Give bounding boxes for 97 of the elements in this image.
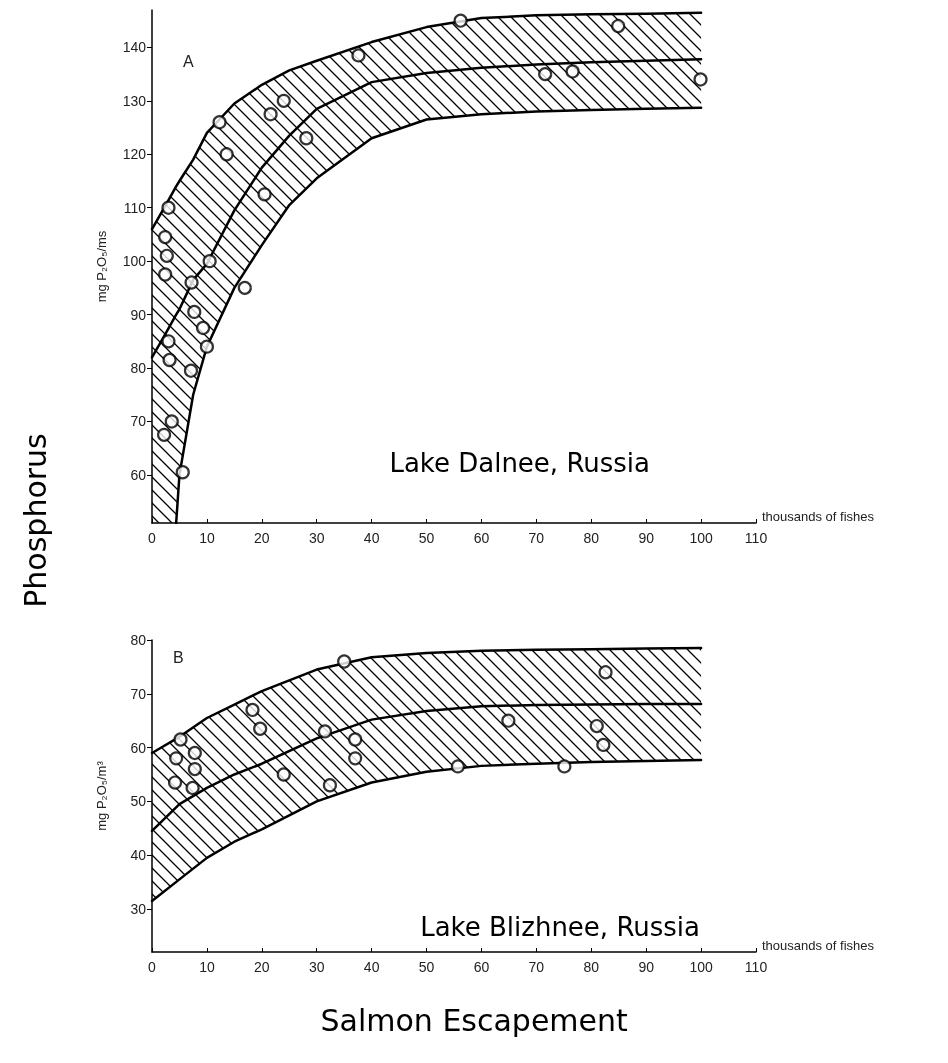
point — [185, 780, 200, 796]
point — [169, 751, 184, 766]
point — [557, 759, 572, 774]
point — [184, 275, 199, 290]
point — [159, 248, 174, 263]
y-tick-label: 110 — [123, 199, 147, 216]
point — [257, 187, 272, 202]
x-tick-label: 80 — [583, 530, 600, 546]
x-tick-label: 100 — [689, 530, 713, 546]
point — [167, 775, 183, 790]
point — [337, 654, 352, 669]
point — [195, 320, 211, 336]
point — [187, 304, 202, 320]
point — [589, 718, 604, 734]
point — [322, 778, 338, 793]
point — [276, 93, 291, 108]
point — [299, 131, 314, 146]
x-tick-label: 70 — [528, 959, 545, 975]
text: B — [173, 648, 184, 666]
y-tick-label: 130 — [122, 92, 147, 109]
point — [199, 339, 215, 354]
y-tick-label: 120 — [122, 146, 147, 163]
point — [253, 721, 268, 736]
x-tick-label: 60 — [473, 959, 490, 975]
x-tick-label: 90 — [638, 959, 655, 975]
point — [245, 702, 260, 718]
text: Salmon Escapement — [320, 1002, 628, 1038]
x-tick-label: 20 — [254, 530, 270, 546]
point — [598, 665, 613, 680]
x-axis-title: thousands of fishes — [762, 938, 875, 953]
annotation: Lake Dalnee, Russia — [389, 448, 650, 478]
point — [276, 767, 291, 782]
x-tick-label: 70 — [528, 530, 545, 546]
point — [175, 465, 190, 480]
point — [161, 200, 176, 215]
point — [202, 254, 217, 269]
point — [611, 18, 626, 34]
y-tick-label: 40 — [130, 847, 147, 864]
y-axis-title: mg P₂O₅/m³ — [94, 760, 109, 831]
x-tick-label: 10 — [199, 959, 215, 975]
point — [187, 762, 202, 777]
x-tick-label: 100 — [689, 959, 713, 975]
point — [156, 427, 172, 442]
x-tick-label: 0 — [148, 959, 157, 975]
point — [187, 745, 202, 761]
y-tick-label: 140 — [122, 39, 147, 56]
point — [317, 724, 333, 739]
x-tick-label: 80 — [583, 959, 600, 975]
x-axis-title: thousands of fishes — [762, 509, 875, 524]
y-tick-label: 80 — [130, 632, 147, 648]
point — [693, 72, 708, 87]
point — [158, 230, 173, 245]
annotation: Lake Blizhnee, Russia — [420, 912, 700, 942]
point — [351, 48, 366, 63]
x-tick-label: 110 — [744, 530, 768, 546]
y-tick-label: 60 — [130, 466, 147, 483]
x-tick-label: 40 — [363, 530, 380, 546]
y-tick-label: 50 — [130, 793, 147, 810]
point — [596, 737, 611, 752]
x-tick-label: 50 — [418, 959, 435, 975]
point — [453, 13, 468, 28]
point — [161, 334, 176, 349]
point — [183, 363, 199, 378]
x-tick-label: 10 — [199, 530, 215, 546]
x-tick-label: 50 — [418, 530, 435, 546]
point — [173, 732, 188, 747]
y-tick-label: 90 — [130, 306, 147, 323]
point — [158, 267, 173, 282]
point — [501, 713, 516, 728]
point — [164, 414, 179, 429]
x-tick-label: 110 — [744, 959, 768, 975]
x-tick-label: 0 — [148, 530, 157, 546]
point — [162, 352, 177, 368]
x-tick-label: 40 — [363, 959, 380, 975]
y-tick-label: 30 — [130, 900, 147, 917]
point — [263, 107, 278, 122]
y-tick-label: 60 — [130, 739, 147, 756]
text: Phosphorus — [17, 432, 53, 608]
x-tick-label: 30 — [308, 959, 325, 975]
point — [219, 147, 234, 162]
point — [450, 759, 465, 774]
point — [348, 732, 363, 747]
point — [565, 64, 580, 79]
x-tick-label: 30 — [308, 530, 325, 546]
point — [538, 67, 553, 82]
point — [212, 115, 227, 130]
text: A — [183, 52, 194, 70]
point — [348, 751, 363, 766]
x-tick-label: 60 — [473, 530, 490, 546]
y-tick-label: 70 — [130, 413, 147, 430]
x-tick-label: 90 — [638, 530, 655, 546]
y-tick-label: 80 — [130, 360, 147, 377]
y-axis-title: mg P₂O₅/ms — [94, 230, 109, 303]
x-tick-label: 20 — [254, 959, 270, 975]
y-tick-label: 70 — [130, 685, 147, 702]
y-tick-label: 100 — [122, 253, 147, 270]
point — [237, 280, 252, 295]
